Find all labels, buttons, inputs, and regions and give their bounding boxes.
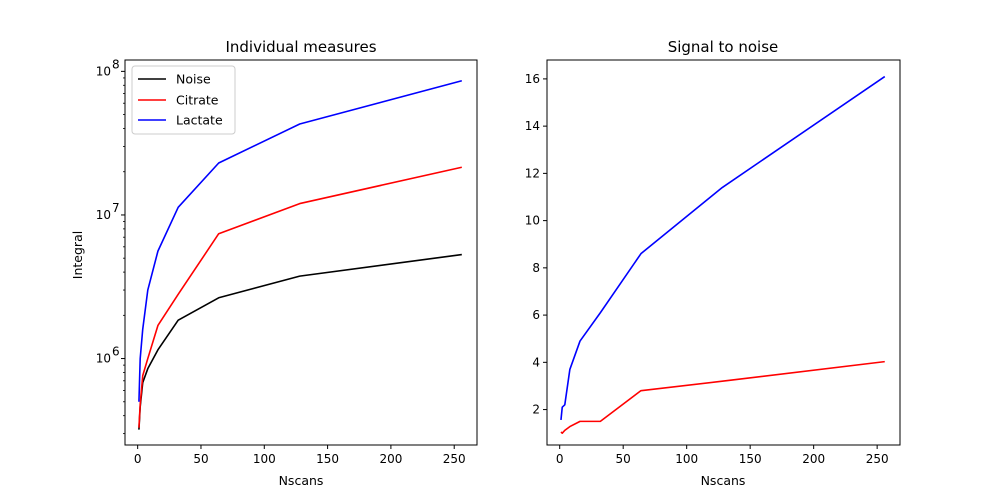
x-tick-label: 150 <box>316 452 339 466</box>
y-tick-exponent: 8 <box>112 57 120 71</box>
chart-title: Signal to noise <box>668 38 779 56</box>
legend-label-citrate: Citrate <box>176 93 219 108</box>
x-tick-label: 50 <box>193 452 208 466</box>
legend-label-noise: Noise <box>176 72 211 87</box>
y-tick-label: 10 <box>96 352 111 366</box>
axes-frame <box>124 59 478 446</box>
x-tick-label: 150 <box>739 452 762 466</box>
series-line-lactate <box>138 80 463 402</box>
x-tick-label: 200 <box>802 452 825 466</box>
legend: Noise Citrate Lactate <box>131 65 236 135</box>
x-axis-label: Nscans <box>701 473 746 488</box>
x-tick-label: 100 <box>675 452 698 466</box>
y-tick-label: 10 <box>96 208 111 222</box>
x-tick-label: 0 <box>556 452 564 466</box>
x-tick-label: 250 <box>866 452 889 466</box>
x-tick-label: 50 <box>616 452 631 466</box>
plot-area: 0 50 100 150 200 250 2 4 6 8 10 12 14 16 <box>525 59 901 466</box>
chart-signal-to-noise: Signal to noise 0 50 100 150 200 250 2 4 6 8 10 12 1… <box>525 38 901 488</box>
legend-label-lactate: Lactate <box>176 113 223 128</box>
y-tick-label: 10 <box>525 214 540 228</box>
chart-title: Individual measures <box>225 38 376 56</box>
y-tick-label: 6 <box>532 308 540 322</box>
y-tick-label: 4 <box>532 355 540 369</box>
x-tick-label: 0 <box>134 452 142 466</box>
y-axis-label: Integral <box>70 231 85 279</box>
series-line-citrate <box>138 166 462 428</box>
x-tick-label: 250 <box>443 452 466 466</box>
series-line-series-1 <box>560 75 886 421</box>
y-tick-label: 10 <box>96 64 111 78</box>
x-tick-label: 200 <box>379 452 402 466</box>
axes-frame <box>546 59 901 446</box>
y-tick-label: 16 <box>525 72 540 86</box>
legend-box <box>131 65 236 135</box>
y-tick-exponent: 7 <box>112 201 120 215</box>
y-tick-exponent: 6 <box>112 345 120 359</box>
y-tick-label: 8 <box>532 261 540 275</box>
x-axis-label: Nscans <box>279 473 324 488</box>
series-line-series-0 <box>560 360 885 434</box>
x-tick-label: 100 <box>253 452 276 466</box>
y-tick-label: 12 <box>525 166 540 180</box>
y-tick-label: 14 <box>525 119 540 133</box>
y-tick-label: 2 <box>532 403 540 417</box>
